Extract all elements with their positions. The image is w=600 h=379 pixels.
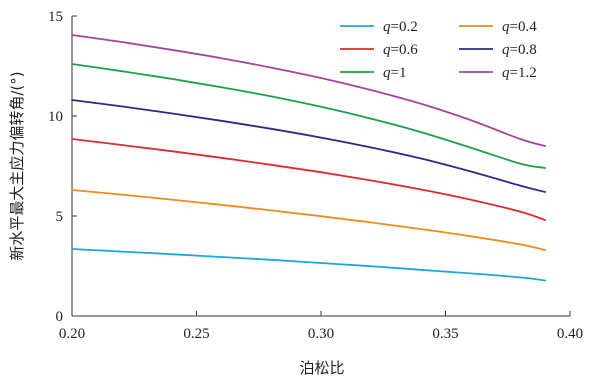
legend-value: =0.2 — [391, 19, 418, 35]
legend-label: q=0.8 — [502, 42, 537, 58]
legend-label: q=0.6 — [383, 42, 418, 58]
legend-value: =0.8 — [510, 42, 537, 58]
legend-label: q=0.2 — [383, 19, 418, 35]
series-line-5 — [71, 34, 546, 147]
series-line-3 — [71, 99, 546, 193]
x-tick-label: 0.20 — [59, 326, 85, 342]
x-tick-label: 0.35 — [432, 326, 458, 342]
legend-item: q=1 — [340, 65, 406, 81]
legend-variable: q — [383, 65, 391, 81]
series-line-1 — [71, 189, 546, 251]
legend-label: q=1.2 — [502, 65, 537, 81]
legend-value: =0.6 — [391, 42, 419, 58]
legend-item: q=0.2 — [340, 19, 418, 35]
legend-label: q=0.4 — [502, 19, 537, 35]
legend-item: q=0.4 — [459, 19, 537, 35]
legend-item: q=0.6 — [340, 42, 418, 58]
legend-item: q=1.2 — [459, 65, 537, 81]
series-lines — [71, 34, 546, 282]
legend-variable: q — [383, 19, 391, 35]
y-axis-title: 新水平最大主应力偏转角/(°) — [8, 71, 26, 260]
series-line-2 — [71, 138, 546, 221]
legend-variable: q — [502, 42, 510, 58]
legend-value: =1 — [391, 65, 407, 81]
legend: q=0.2 q=0.4q=0.6 q=0.8q=1 q=1.2 — [340, 19, 537, 81]
legend-variable: q — [502, 65, 510, 81]
y-tick-label: 0 — [56, 309, 64, 325]
legend-variable: q — [383, 42, 391, 58]
legend-item: q=0.8 — [459, 42, 537, 58]
y-tick-label: 5 — [56, 209, 64, 225]
series-line-0 — [71, 248, 546, 282]
y-tick-label: 10 — [48, 109, 63, 125]
x-tick-label: 0.30 — [308, 326, 334, 342]
x-tick-label: 0.40 — [557, 326, 583, 342]
legend-value: =0.4 — [510, 19, 538, 35]
legend-value: =1.2 — [510, 65, 537, 81]
series-line-4 — [71, 63, 546, 169]
legend-label: q=1 — [383, 65, 406, 81]
y-tick-label: 15 — [48, 9, 63, 25]
x-axis-title: 泊松比 — [299, 359, 344, 377]
x-tick-label: 0.25 — [183, 326, 209, 342]
legend-variable: q — [502, 19, 510, 35]
axes: 0.20 0.25 0.30 0.35 0.40 0 5 10 15 — [48, 9, 583, 342]
